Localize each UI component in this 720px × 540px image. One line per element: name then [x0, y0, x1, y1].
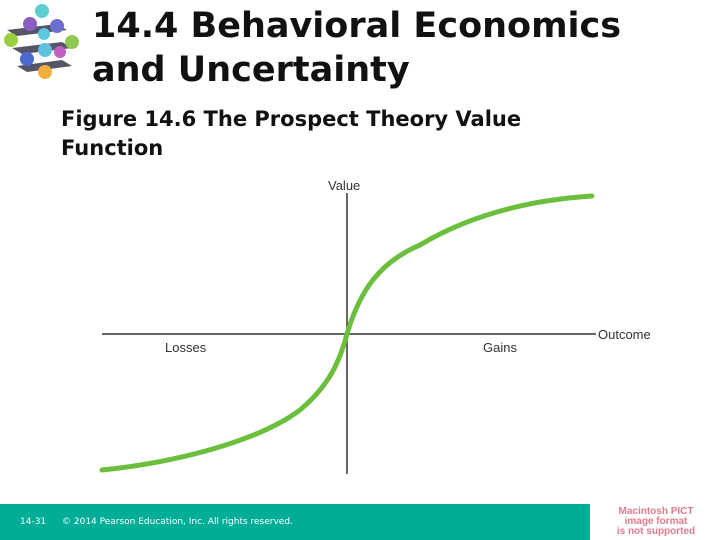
- value-function-curve: [99, 193, 595, 473]
- title-line-2: and Uncertainty: [92, 50, 410, 90]
- placeholder-line-2: image format: [624, 516, 688, 527]
- unsupported-image-placeholder: Macintosh PICT image format is not suppo…: [592, 507, 720, 537]
- placeholder-line-1: Macintosh PICT: [618, 506, 694, 517]
- figure-line-2: Function: [61, 136, 164, 160]
- y-axis-label: Value: [328, 178, 360, 193]
- copyright: © 2014 Pearson Education, Inc. All right…: [62, 517, 293, 527]
- footer-bar: 14-31 © 2014 Pearson Education, Inc. All…: [0, 504, 590, 540]
- slide-number: 14-31: [20, 517, 47, 527]
- losses-label: Losses: [165, 340, 207, 355]
- figure-line-1: Figure 14.6 The Prospect Theory Value: [61, 107, 522, 131]
- x-axis-label: Outcome: [598, 327, 651, 342]
- gains-label: Gains: [483, 340, 517, 355]
- figure-caption: Figure 14.6 The Prospect Theory Value Fu…: [61, 105, 521, 163]
- title-line-1: 14.4 Behavioral Economics: [92, 6, 622, 46]
- logo-spheres-icon: [4, 4, 79, 79]
- slide-title: 14.4 Behavioral Economics and Uncertaint…: [92, 4, 621, 92]
- placeholder-line-3: is not supported: [616, 526, 696, 537]
